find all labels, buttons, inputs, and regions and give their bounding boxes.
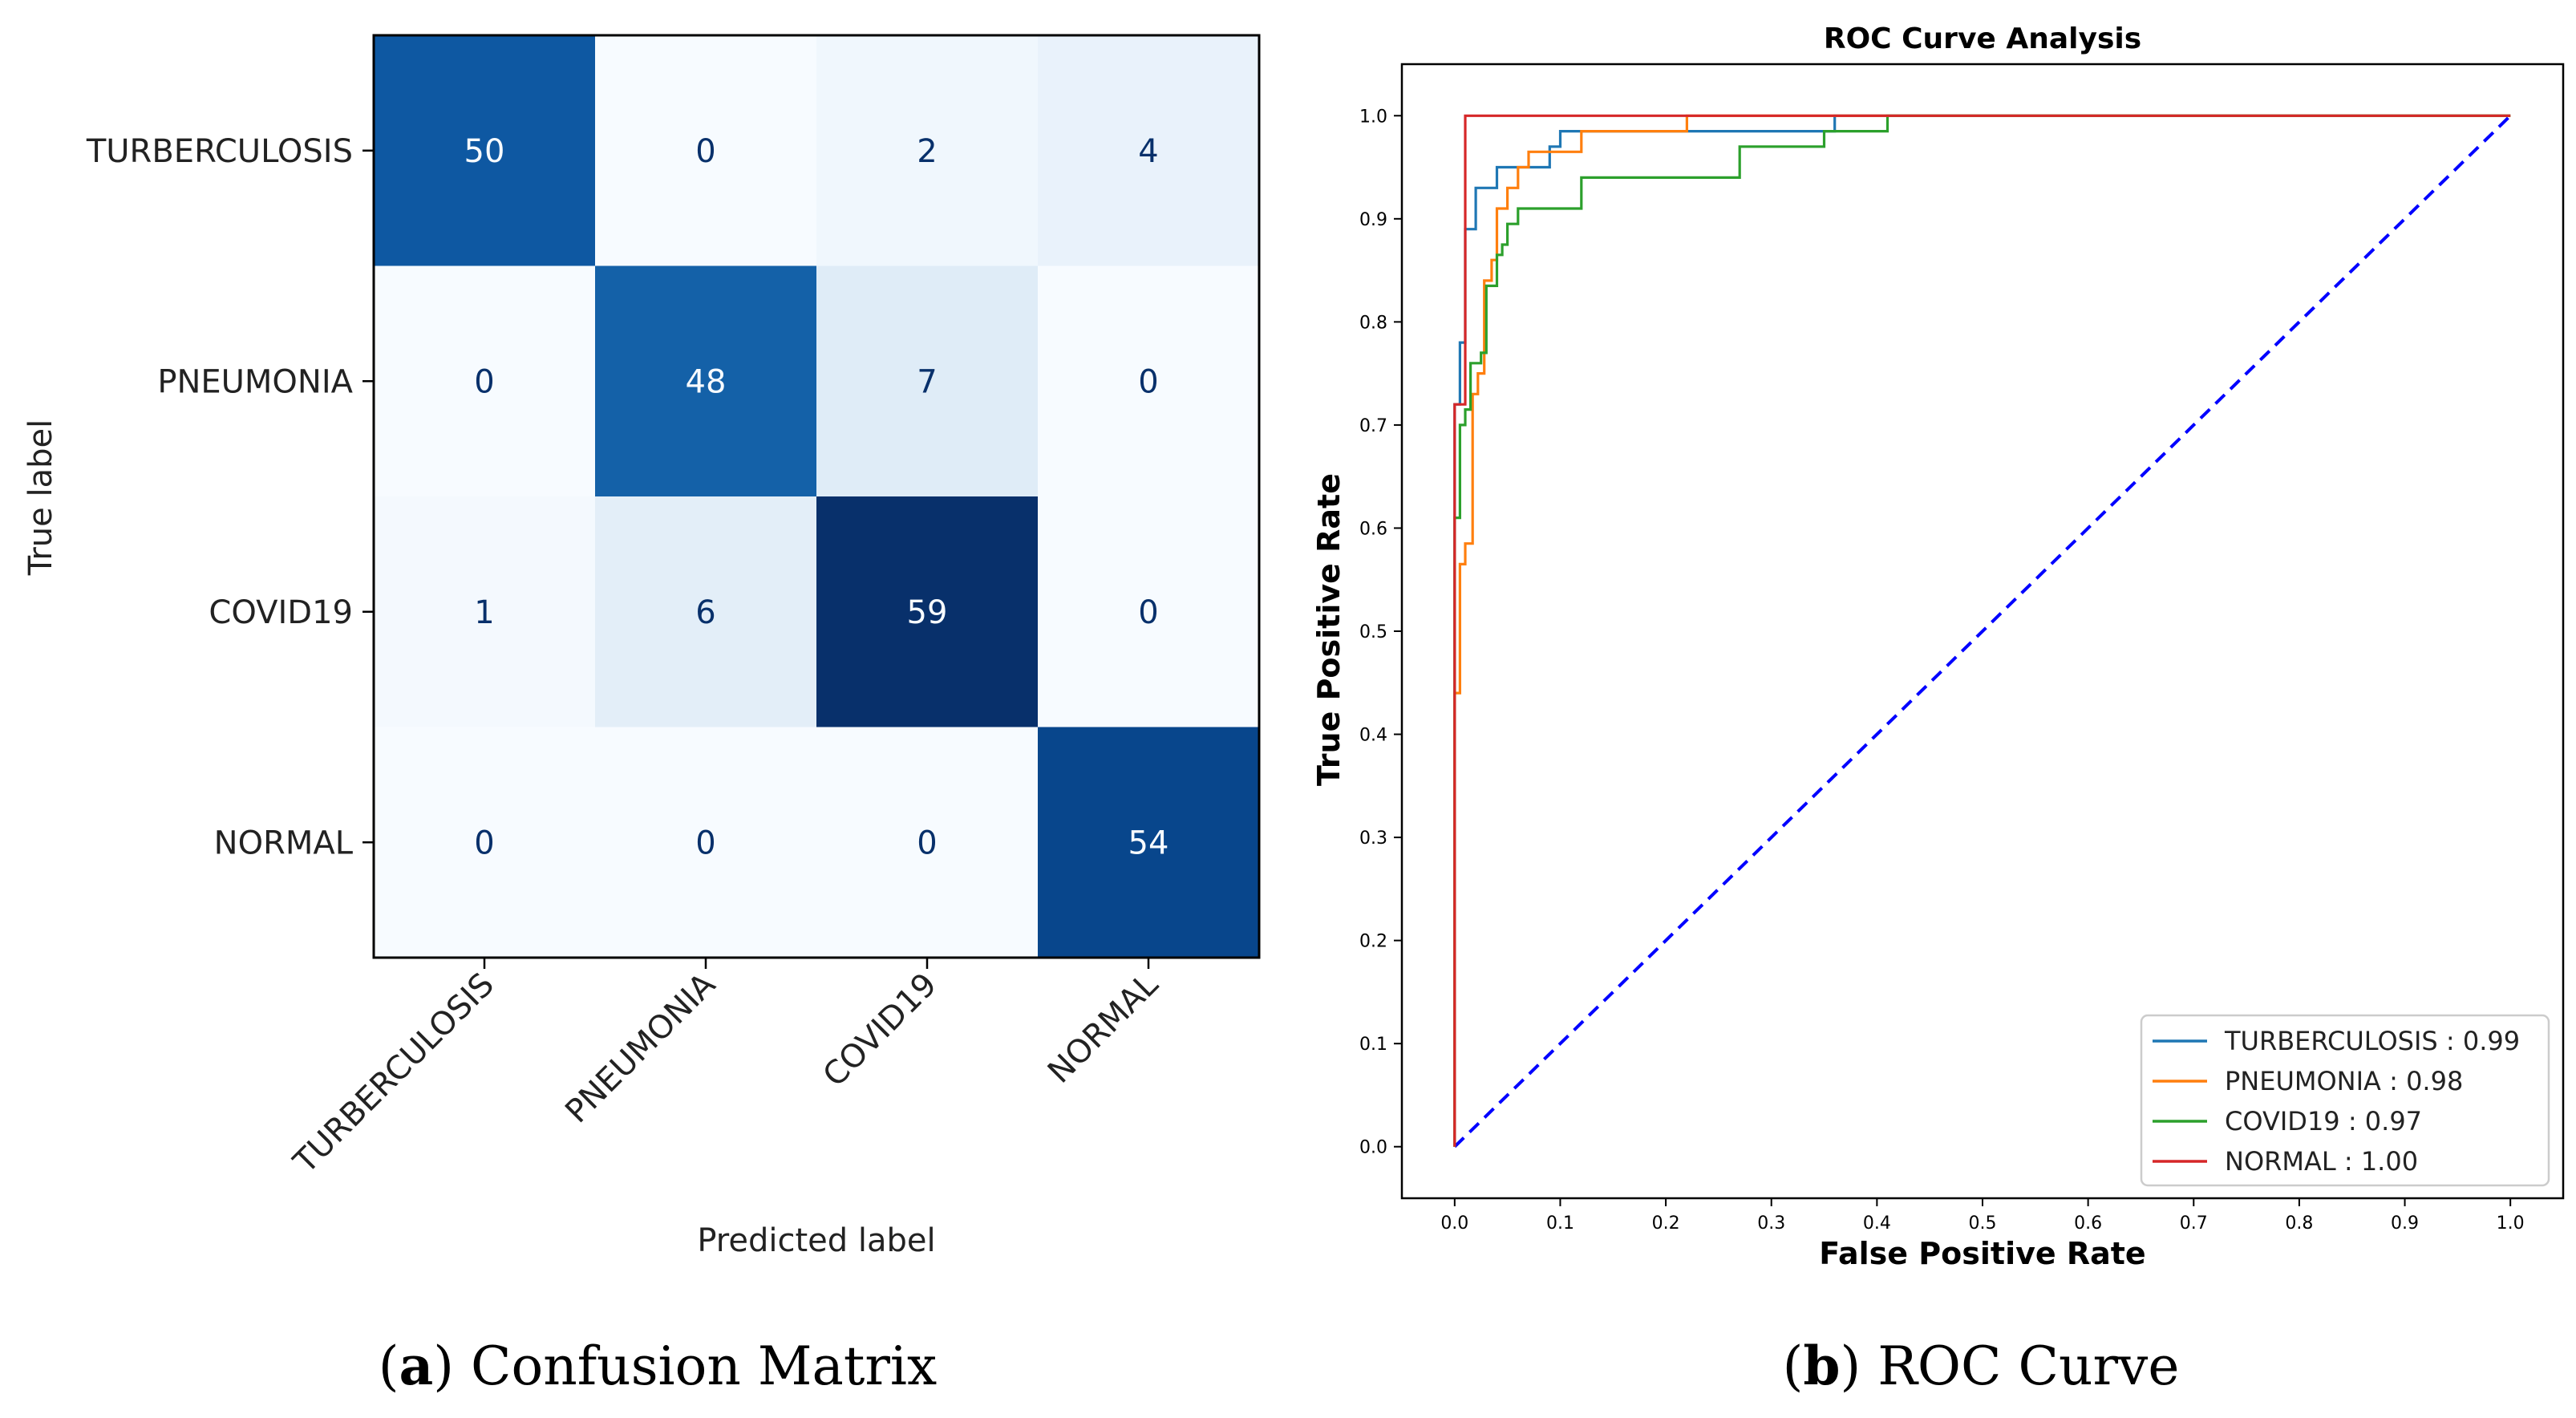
confusion-matrix-cell [1038,35,1260,266]
confusion-matrix-value: 4 [1138,133,1158,170]
roc-plot-frame [1400,63,2565,1200]
confusion-matrix-cell [595,496,817,727]
caption-b-open-paren: ( [1783,1335,1804,1397]
roc-y-tick-label: 0.5 [1359,622,1387,642]
roc-series-line-pneumonia [1453,114,2511,1147]
confusion-matrix-value: 6 [695,594,715,631]
roc-x-tick-label: 0.6 [2074,1213,2102,1234]
roc-chance-line [1453,114,2512,1149]
roc-axis-ticks: 0.0 0.1 0.2 0.3 0.4 0.5 0.6 0.7 0.8 0.9 1.0 0.0 0.1 0… [1359,107,2525,1234]
roc-x-tick-label: 0.3 [1757,1213,1785,1234]
roc-x-tick-label: 0.0 [1440,1213,1468,1234]
confusion-matrix-cell [816,727,1039,958]
caption-a: (a) Confusion Matrix [379,1335,937,1397]
roc-x-tick-label: 1.0 [2497,1213,2525,1234]
caption-a-text: Confusion Matrix [471,1335,937,1397]
caption-b: (b) ROC Curve [1783,1335,2180,1397]
confusion-matrix-value: 2 [917,133,937,170]
roc-x-tick-label: 0.4 [1863,1213,1891,1234]
caption-b-letter: b [1803,1335,1840,1397]
roc-title: ROC Curve Analysis [1824,22,2141,55]
roc-legend-label: PNEUMONIA : 0.98 [2225,1066,2463,1096]
roc-y-tick-label: 0.3 [1359,829,1387,849]
roc-y-tick-label: 0.4 [1359,726,1387,746]
confusion-matrix-x-tick-label: TURBERCULOSIS [286,966,501,1181]
roc-y-axis-label: True Positive Rate [1311,473,1347,786]
confusion-matrix-cell [816,265,1039,497]
roc-x-axis-label: False Positive Rate [1819,1236,2145,1271]
roc-x-tick-label: 0.1 [1546,1213,1574,1234]
confusion-matrix-value: 0 [917,824,937,861]
roc-y-tick-label: 0.1 [1359,1035,1387,1055]
roc-y-tick-label: 0.8 [1359,313,1387,333]
roc-y-tick-label: 1.0 [1359,107,1387,127]
confusion-matrix-cell [374,496,596,727]
roc-legend-label: TURBERCULOSIS : 0.99 [2224,1026,2520,1056]
caption-a-open-paren: ( [379,1335,399,1397]
roc-x-tick-label: 0.2 [1652,1213,1680,1234]
confusion-matrix-y-tick-label: PNEUMONIA [157,363,353,400]
confusion-matrix-y-tick-label: COVID19 [209,594,353,631]
confusion-matrix-x-axis-label: Predicted label [697,1222,935,1259]
roc-x-tick-label: 0.9 [2391,1213,2419,1234]
confusion-matrix-value: 0 [695,133,715,170]
roc-x-tick-label: 0.5 [1969,1213,1997,1234]
confusion-matrix-x-tick-label: COVID19 [816,966,945,1095]
caption-b-text: ROC Curve [1877,1335,2179,1397]
roc-series-lines [1453,114,2512,1149]
confusion-matrix-cell [816,496,1039,727]
confusion-matrix-value: 0 [474,363,494,400]
confusion-matrix-y-tick-label: NORMAL [214,824,354,861]
roc-y-tick-label: 0.9 [1359,210,1387,230]
roc-legend-box [2140,1014,2550,1187]
confusion-matrix-value: 50 [464,133,505,170]
confusion-matrix-frame [372,34,1261,959]
roc-y-tick-label: 0.7 [1359,416,1387,436]
confusion-matrix-cell [1038,727,1260,958]
confusion-matrix-y-ticks: TURBERCULOSIS PNEUMONIA COVID19 NORMAL [86,133,374,861]
confusion-matrix-cell [595,727,817,958]
caption-a-close-paren: ) [433,1335,471,1397]
confusion-matrix-value: 0 [474,824,494,861]
confusion-matrix-value: 54 [1128,824,1169,861]
roc-legend-label: COVID19 : 0.97 [2225,1106,2422,1136]
confusion-matrix-cell [374,265,596,497]
confusion-matrix-cell [1038,496,1260,727]
confusion-matrix-cell [1038,265,1260,497]
confusion-matrix-value: 0 [1138,594,1158,631]
confusion-matrix-cell [374,727,596,958]
confusion-matrix-cell [816,35,1039,266]
roc-panel: ROC Curve Analysis 0.0 0.1 0.2 0.3 0.4 0.5 0.6… [1311,22,2565,1271]
roc-x-tick-label: 0.7 [2180,1213,2208,1234]
roc-series-line-normal [1453,114,2511,1147]
confusion-matrix-cell [595,265,817,497]
roc-legend-items: TURBERCULOSIS : 0.99 PNEUMONIA : 0.98 COVI… [2153,1026,2520,1177]
roc-y-tick-label: 0.6 [1359,519,1387,539]
confusion-matrix-x-ticks: TURBERCULOSIS PNEUMONIA COVID19 NORMAL [286,958,1166,1181]
confusion-matrix-value: 7 [917,363,937,400]
confusion-matrix-value: 1 [474,594,494,631]
roc-series-line-turberculosis [1453,114,2511,1147]
roc-y-tick-label: 0.2 [1359,932,1387,952]
confusion-matrix-cell [374,35,596,266]
roc-legend: TURBERCULOSIS : 0.99 PNEUMONIA : 0.98 COVI… [2140,1014,2550,1187]
confusion-matrix-panel: 50 0 2 4 0 48 7 0 1 6 59 0 0 0 0 54 TURBERCULOSIS PNEUMO… [22,34,1261,1259]
confusion-matrix-value: 48 [686,363,727,400]
confusion-matrix-value: 0 [1138,363,1158,400]
roc-y-tick-label: 0.0 [1359,1138,1387,1158]
confusion-matrix-cell [595,35,817,266]
confusion-matrix-value: 0 [695,824,715,861]
roc-x-tick-label: 0.8 [2285,1213,2313,1234]
caption-a-letter: a [399,1335,434,1397]
confusion-matrix-value: 59 [907,594,948,631]
confusion-matrix-x-tick-label: NORMAL [1041,966,1166,1091]
confusion-matrix-y-axis-label: True label [22,419,59,576]
confusion-matrix-y-tick-label: TURBERCULOSIS [86,133,353,170]
confusion-matrix-cells: 50 0 2 4 0 48 7 0 1 6 59 0 0 0 0 54 [374,35,1260,958]
confusion-matrix-x-tick-label: PNEUMONIA [558,966,723,1130]
roc-legend-label: NORMAL : 1.00 [2225,1146,2418,1177]
caption-b-close-paren: ) [1840,1335,1877,1397]
roc-series-line-covid19 [1453,114,2511,1147]
